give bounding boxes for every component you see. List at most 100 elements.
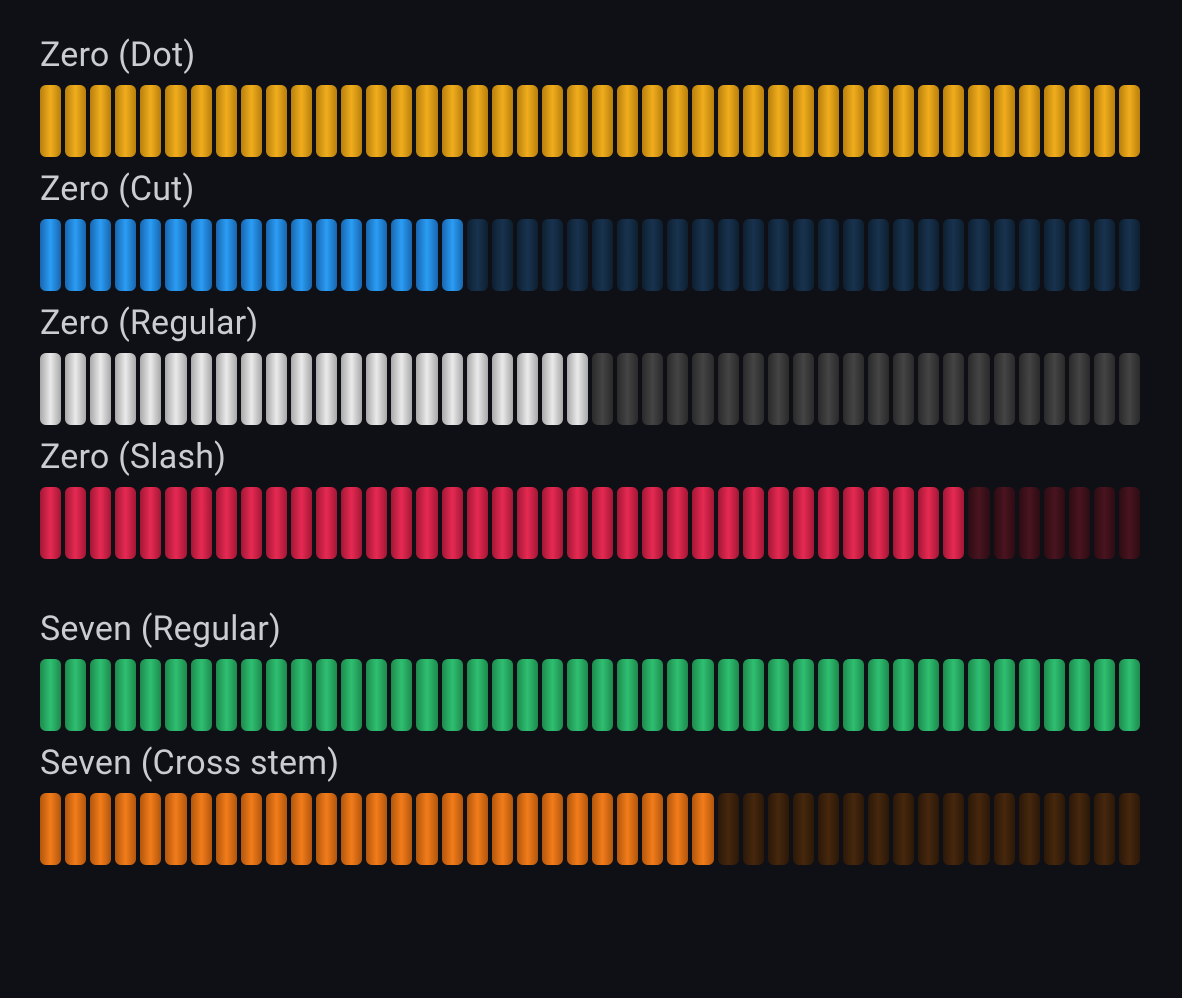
- bar-segment: [617, 85, 638, 157]
- bar-segment: [40, 659, 61, 731]
- bar-segment: [165, 353, 186, 425]
- bar-segment: [943, 85, 964, 157]
- bar-segment: [1019, 487, 1040, 559]
- bar-segment: [1119, 85, 1140, 157]
- bar-segment: [517, 85, 538, 157]
- bar-segment: [316, 85, 337, 157]
- bar-label-seven-regular: Seven (Regular): [40, 609, 1142, 649]
- bar-segment: [216, 659, 237, 731]
- bar-segment: [718, 793, 739, 865]
- bar-segment: [843, 793, 864, 865]
- bar-segment: [65, 353, 86, 425]
- bar-segment: [592, 85, 613, 157]
- bar-segment: [743, 219, 764, 291]
- bar-segment: [617, 793, 638, 865]
- bar-segment: [818, 793, 839, 865]
- bar-segment: [90, 793, 111, 865]
- bar-segment: [341, 353, 362, 425]
- bar-segment: [642, 487, 663, 559]
- bar-segment: [241, 793, 262, 865]
- bar-segment: [843, 219, 864, 291]
- bar-segment: [467, 487, 488, 559]
- bar-segment: [968, 85, 989, 157]
- bar-segment: [442, 487, 463, 559]
- bar-segment: [592, 487, 613, 559]
- bar-segment: [1094, 219, 1115, 291]
- bar-segment: [90, 219, 111, 291]
- bar-segment: [341, 659, 362, 731]
- bar-label-seven-cross-stem: Seven (Cross stem): [40, 743, 1142, 783]
- bar-segment: [1094, 353, 1115, 425]
- bar-segment: [316, 219, 337, 291]
- bar-segment: [165, 659, 186, 731]
- bar-segment: [768, 85, 789, 157]
- bar-group-seven-regular: Seven (Regular): [40, 609, 1142, 731]
- bar-segment: [216, 487, 237, 559]
- bar-segment: [391, 219, 412, 291]
- bar-segment: [140, 793, 161, 865]
- bar-segment: [918, 659, 939, 731]
- bar-segment: [266, 353, 287, 425]
- bar-segment: [768, 793, 789, 865]
- bar-segment: [65, 85, 86, 157]
- bar-segment: [442, 219, 463, 291]
- bar-segment: [893, 85, 914, 157]
- bar-segment: [165, 85, 186, 157]
- bar-segment: [467, 793, 488, 865]
- bar-segment: [893, 353, 914, 425]
- bar-segment: [1119, 487, 1140, 559]
- bar-segment: [617, 487, 638, 559]
- bar-segment: [968, 353, 989, 425]
- bar-segment: [818, 487, 839, 559]
- bar-segment: [1119, 353, 1140, 425]
- bar-segment: [90, 85, 111, 157]
- bar-segment: [291, 85, 312, 157]
- bar-segment: [793, 85, 814, 157]
- bar-segment: [994, 793, 1015, 865]
- bar-segment: [893, 793, 914, 865]
- bar-segment: [316, 487, 337, 559]
- bar-segment: [366, 219, 387, 291]
- bar-segment: [1044, 353, 1065, 425]
- bar-segment: [743, 659, 764, 731]
- bar-segment: [1119, 219, 1140, 291]
- bar-segment: [617, 353, 638, 425]
- bar-segment: [718, 353, 739, 425]
- bar-segment: [1119, 659, 1140, 731]
- bar-segment: [40, 219, 61, 291]
- bar-segment: [692, 793, 713, 865]
- bar-segment: [391, 85, 412, 157]
- bar-segment: [492, 353, 513, 425]
- bar-segment: [216, 85, 237, 157]
- bar-segment: [667, 85, 688, 157]
- bar-segment: [216, 793, 237, 865]
- bar-segment: [567, 659, 588, 731]
- bar-segment: [868, 85, 889, 157]
- bar-label-zero-dot: Zero (Dot): [40, 35, 1142, 75]
- bar-segment: [692, 659, 713, 731]
- bar-segment: [818, 85, 839, 157]
- bar-segment: [115, 659, 136, 731]
- bar-segment: [1044, 487, 1065, 559]
- bar-segment: [266, 793, 287, 865]
- bar-segment: [567, 85, 588, 157]
- bar-segment: [592, 219, 613, 291]
- bar-segment: [542, 353, 563, 425]
- bar-seven-regular: [40, 659, 1140, 731]
- bar-segment: [517, 659, 538, 731]
- bar-segment: [191, 85, 212, 157]
- bar-segment: [316, 659, 337, 731]
- bar-segment: [291, 487, 312, 559]
- bar-segment: [140, 85, 161, 157]
- bar-segment: [843, 85, 864, 157]
- bar-segment: [918, 353, 939, 425]
- bar-segment: [241, 659, 262, 731]
- bar-segment: [617, 219, 638, 291]
- bar-segment: [291, 793, 312, 865]
- bar-segment: [442, 85, 463, 157]
- bar-segment: [567, 219, 588, 291]
- bar-segment: [1019, 659, 1040, 731]
- bar-segment: [416, 353, 437, 425]
- bar-segment: [642, 793, 663, 865]
- bar-segment: [316, 793, 337, 865]
